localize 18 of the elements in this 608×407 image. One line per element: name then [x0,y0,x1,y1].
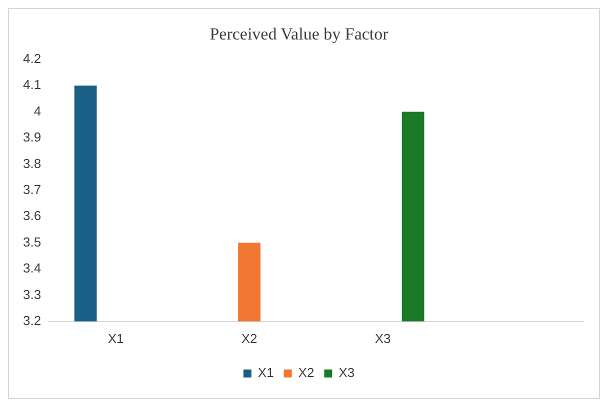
x-tick-label: X3 [374,330,391,346]
legend-label: X1 [258,365,274,380]
legend-label: X3 [338,365,355,380]
y-tick-label: 4 [34,103,42,118]
y-tick-label: 4.1 [22,77,42,92]
y-tick-label: 3.2 [22,312,42,328]
x-tick-label: X2 [241,330,258,346]
y-tick-label: 3.8 [22,156,42,171]
y-tick-label: 3.9 [22,130,42,145]
y-tick-label: 3.6 [22,208,42,224]
chart-title: Perceived Value by Factor [210,24,389,44]
y-tick-label: 3.7 [22,182,42,197]
y-tick-label: 3.3 [22,286,42,302]
y-tick-label: 4.2 [22,50,42,66]
y-tick-label: 3.5 [22,234,42,250]
legend-label: X2 [298,365,314,380]
x-tick-label: X1 [108,330,124,346]
y-tick-label: 3.4 [22,260,42,276]
